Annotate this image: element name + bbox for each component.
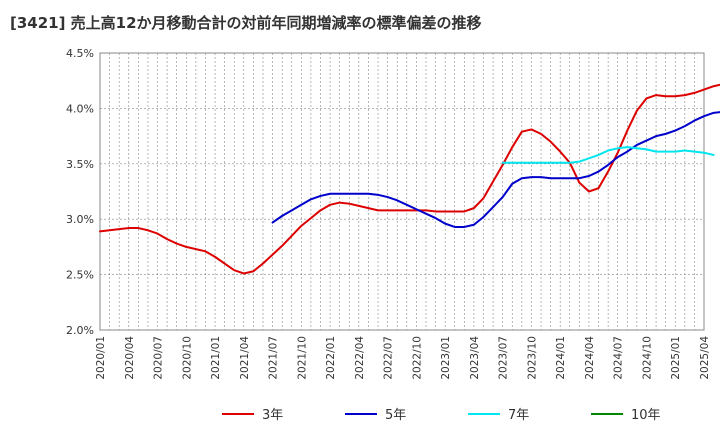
x-tick-label: 2024/04 [584, 336, 596, 380]
chart-title: [3421] 売上高12か月移動合計の対前年同期増減率の標準偏差の推移 [10, 14, 482, 32]
series-lines [99, 83, 720, 275]
y-tick-label: 4.5% [66, 47, 94, 60]
x-axis-ticks: 2020/01 2020/04 2020/07 2020/10 2021/01 2021/… [95, 336, 711, 380]
x-tick-label: 2023/07 [498, 336, 510, 380]
legend-label-7年: 7年 [508, 408, 529, 423]
x-tick-label: 2022/10 [411, 336, 423, 380]
legend: 3年 5年 7年 10年 [222, 408, 661, 423]
x-tick-label: 2022/07 [383, 336, 395, 380]
y-tick-label: 2.0% [66, 324, 94, 337]
y-tick-label: 3.5% [66, 158, 94, 171]
x-tick-label: 2023/01 [440, 336, 452, 380]
x-tick-label: 2021/07 [268, 336, 280, 380]
x-tick-label: 2022/01 [325, 336, 337, 380]
x-tick-label: 2021/01 [210, 336, 222, 380]
series-line-7年 [501, 146, 715, 164]
y-tick-label: 3.0% [66, 213, 94, 226]
series-line-3年 [99, 83, 720, 275]
grid-lines [100, 53, 704, 330]
x-tick-label: 2024/01 [555, 336, 567, 380]
x-tick-label: 2024/07 [613, 336, 625, 380]
x-tick-label: 2023/04 [469, 336, 481, 380]
x-tick-label: 2025/01 [670, 336, 682, 380]
x-tick-label: 2021/10 [296, 336, 308, 380]
x-tick-label: 2020/10 [181, 336, 193, 380]
y-axis-ticks: 2.0% 2.5% 3.0% 3.5% 4.0% 4.5% [66, 47, 94, 337]
plot-area [99, 52, 705, 331]
x-tick-label: 2020/04 [124, 336, 136, 380]
legend-label-3年: 3年 [262, 408, 283, 423]
series-line-5年 [271, 111, 720, 228]
y-tick-label: 4.0% [66, 102, 94, 115]
x-tick-label: 2022/04 [354, 336, 366, 380]
legend-label-10年: 10年 [631, 408, 661, 423]
legend-label-5年: 5年 [385, 408, 406, 423]
y-tick-label: 2.5% [66, 269, 94, 282]
x-tick-label: 2024/10 [641, 336, 653, 380]
x-tick-label: 2025/04 [699, 336, 711, 380]
x-tick-label: 2023/10 [526, 336, 538, 380]
x-tick-label: 2021/04 [239, 336, 251, 380]
x-tick-label: 2020/07 [153, 336, 165, 380]
x-tick-label: 2020/01 [95, 336, 107, 380]
